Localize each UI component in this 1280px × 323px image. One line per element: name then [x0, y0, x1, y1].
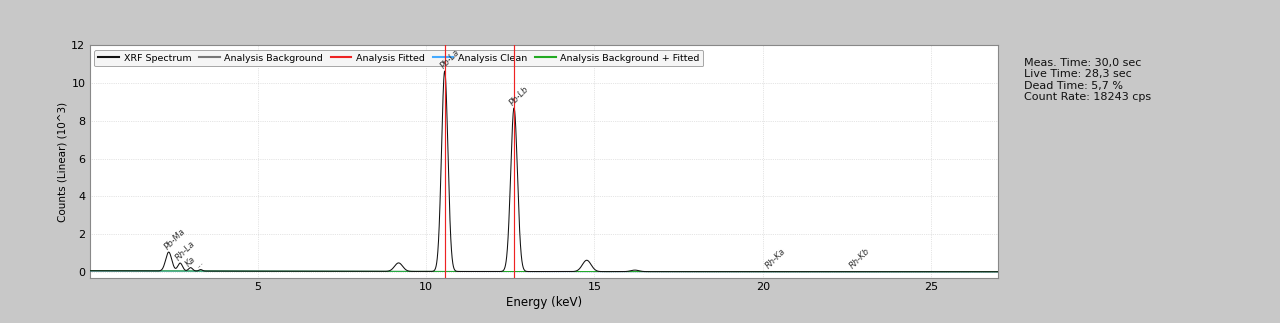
Text: Ka: Ka: [184, 254, 198, 268]
X-axis label: Energy (keV): Energy (keV): [506, 296, 582, 309]
Legend: XRF Spectrum, Analysis Background, Analysis Fitted, Analysis Clean, Analysis Bac: XRF Spectrum, Analysis Background, Analy…: [95, 50, 704, 67]
Text: Pb-Ma: Pb-Ma: [163, 227, 187, 252]
Text: Pb-Lb: Pb-Lb: [508, 84, 531, 107]
Text: ...: ...: [193, 258, 206, 270]
Text: Rh-Kb: Rh-Kb: [847, 246, 872, 270]
Text: Pb-La: Pb-La: [439, 47, 461, 70]
Text: Rh-La: Rh-La: [174, 239, 197, 263]
Text: Meas. Time: 30,0 sec
Live Time: 28,3 sec
Dead Time: 5,7 %
Count Rate: 18243 cps: Meas. Time: 30,0 sec Live Time: 28,3 sec…: [1024, 57, 1151, 102]
Y-axis label: Counts (Linear) (10^3): Counts (Linear) (10^3): [58, 101, 67, 222]
Text: Rh-Ka: Rh-Ka: [764, 246, 787, 270]
